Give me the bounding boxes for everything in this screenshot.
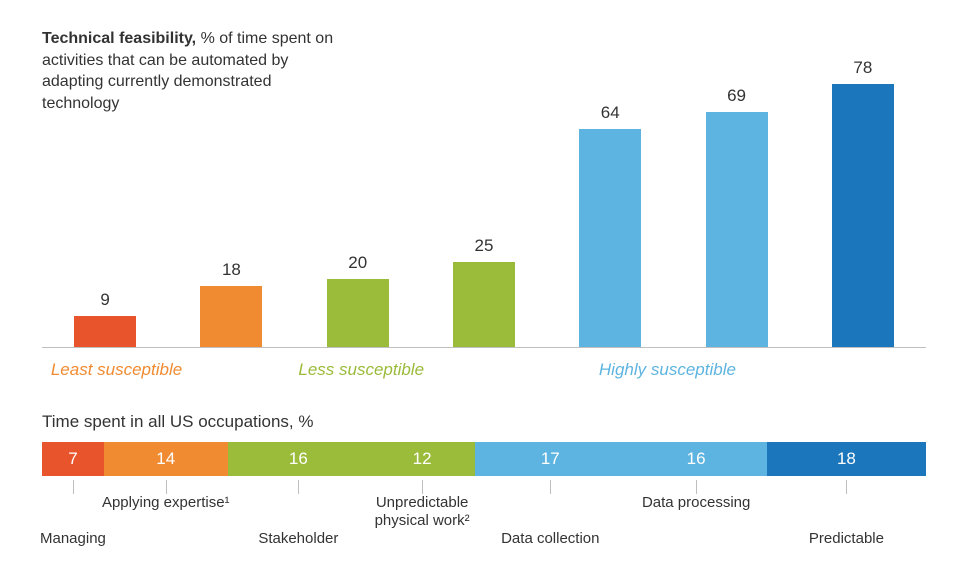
bar-wrap: 18 [200,58,262,347]
strip-segment-label: Data processing [642,494,750,512]
bar-value-label: 78 [853,58,872,78]
bar-col: 25 [421,58,547,347]
bar-value-label: 9 [100,290,109,310]
bars-row: 9 18 20 25 64 69 78 [42,58,926,348]
strip-segment: 14 [104,442,228,476]
bar-value-label: 69 [727,86,746,106]
strip-segment-label: Data collection [501,530,599,548]
strip-segment-label: Unpredictable physical work² [362,494,482,530]
strip-segment-label: Applying expertise¹ [102,494,230,512]
bar-col: 78 [800,58,926,347]
bar [579,129,641,347]
bar-col: 20 [295,58,421,347]
strip-tick [846,480,847,494]
strip-segment: 16 [625,442,766,476]
bar-col: 69 [673,58,799,347]
bar-value-label: 18 [222,260,241,280]
bar [200,286,262,347]
bar [706,112,768,347]
bar-wrap: 78 [832,58,894,347]
bar-value-label: 25 [475,236,494,256]
strip-segment: 18 [767,442,926,476]
bar-wrap: 25 [453,58,515,347]
bar-col: 9 [42,58,168,347]
strip-tick [422,480,423,494]
bar-value-label: 20 [348,253,367,273]
bar [327,279,389,347]
stacked-strip: 7141612171618 [42,442,926,476]
bar-wrap: 9 [74,58,136,347]
strip-segment: 12 [369,442,475,476]
bar-col: 64 [547,58,673,347]
group-labels: Least susceptible Less susceptible Highly … [42,360,926,384]
bar-wrap: 64 [579,58,641,347]
strip-tick [73,480,74,494]
strip-title: Time spent in all US occupations, % [42,412,926,432]
strip-tick [166,480,167,494]
strip-segment: 7 [42,442,104,476]
bar-chart: 9 18 20 25 64 69 78 [42,28,926,348]
strip-labels: Managing Applying expertise¹ Stakeholder Un… [42,480,926,550]
strip-tick [696,480,697,494]
bar-wrap: 69 [706,58,768,347]
strip-segment: 17 [475,442,625,476]
bar [832,84,894,347]
bar-col: 18 [168,58,294,347]
group-label: Least susceptible [51,360,182,380]
bar [453,262,515,347]
strip-tick [298,480,299,494]
strip-segment-label: Stakeholder [258,530,338,548]
strip-segment: 16 [228,442,369,476]
strip-tick [550,480,551,494]
bar-wrap: 20 [327,58,389,347]
bar [74,316,136,347]
bar-value-label: 64 [601,103,620,123]
strip-segment-label: Predictable [809,530,884,548]
group-label: Less susceptible [298,360,424,380]
group-label: Highly susceptible [599,360,736,380]
strip-segment-label: Managing [40,530,106,548]
